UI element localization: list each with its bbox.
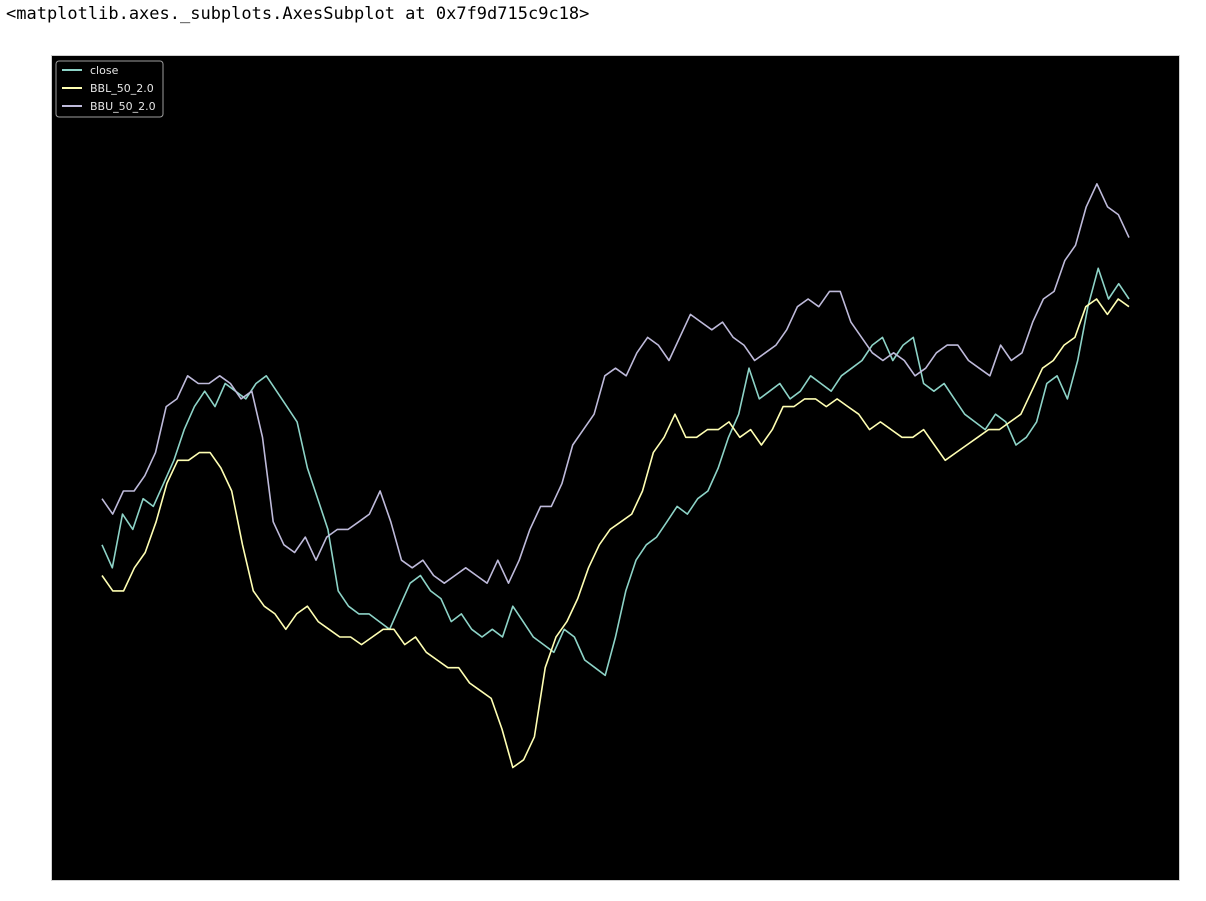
legend-label-bbl-50-2-0: BBL_50_2.0	[90, 82, 154, 95]
series-lines	[101, 183, 1130, 769]
legend-label-close: close	[90, 64, 119, 77]
series-line-bbl-50-2-0	[101, 298, 1130, 769]
legend-label-bbu-50-2-0: BBU_50_2.0	[90, 100, 156, 113]
legend: close BBL_50_2.0 BBU_50_2.0	[55, 60, 164, 118]
output-repr: <matplotlib.axes._subplots.AxesSubplot a…	[6, 4, 590, 24]
series-line-bbu-50-2-0	[101, 183, 1130, 584]
series-line-close	[101, 267, 1130, 677]
line-chart: close BBL_50_2.0 BBU_50_2.0	[55, 60, 1130, 769]
legend-frame	[55, 60, 164, 118]
plot-area: close BBL_50_2.0 BBU_50_2.0	[51, 55, 1180, 881]
